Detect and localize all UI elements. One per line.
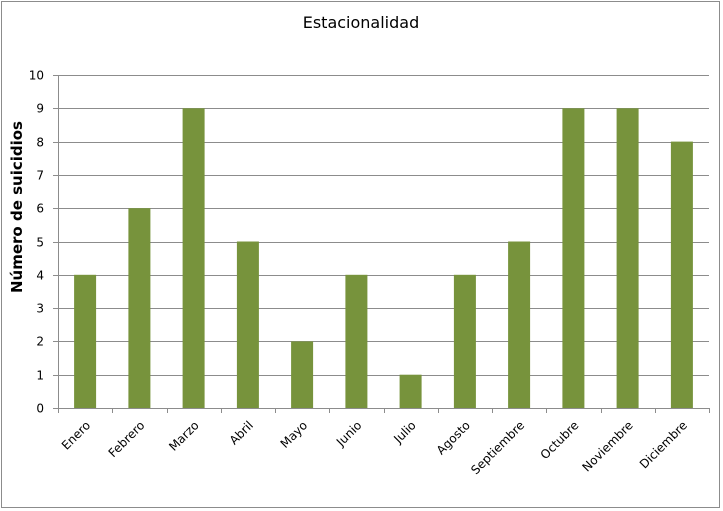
bar-junio [345,274,368,408]
x-tick-label: Octubre [538,418,582,462]
bar-julio [399,374,422,408]
bar-septiembre [508,241,531,408]
bars [74,108,693,409]
y-axis-ticks: 0 1 2 3 4 5 6 7 8 9 10 [29,69,58,416]
x-tick-label: Marzo [166,418,202,454]
x-tick-label: Noviembre [580,418,636,474]
x-axis-labels: Enero Febrero Marzo Abril Mayo Junio Julio Agos… [59,418,690,477]
y-tick-label: 4 [36,269,44,283]
y-tick-label: 10 [29,69,44,83]
x-tick-label: Abril [227,418,256,447]
y-tick-label: 9 [36,102,44,116]
bar-mayo [291,341,314,408]
x-tick-label: Enero [59,418,93,452]
x-tick-label: Agosto [434,418,473,457]
y-tick-label: 1 [36,369,44,383]
bar-abril [236,241,259,408]
bar-febrero [128,208,151,408]
y-tick-label: 3 [36,302,44,316]
y-tick-label: 0 [36,402,44,416]
y-tick-label: 5 [36,236,44,250]
bar-noviembre [616,108,639,409]
bar-enero [74,274,97,408]
y-tick-label: 2 [36,335,44,349]
y-tick-label: 8 [36,136,44,150]
y-tick-label: 6 [36,202,44,216]
x-tick-label: Septiembre [468,418,527,477]
x-tick-label: Junio [333,418,364,449]
x-tick-label: Julio [390,418,418,446]
axes [58,75,710,413]
x-tick-label: Febrero [106,418,148,460]
y-tick-label: 7 [36,169,44,183]
bar-octubre [562,108,585,409]
x-tick-label: Diciembre [637,418,690,471]
bar-agosto [453,274,476,408]
bar-diciembre [670,141,693,408]
x-tick-label: Mayo [278,418,311,451]
chart-title: Estacionalidad [303,13,420,32]
y-axis-title: Número de suicidios [8,121,26,293]
bar-marzo [182,108,205,409]
grid-lines [58,75,709,376]
